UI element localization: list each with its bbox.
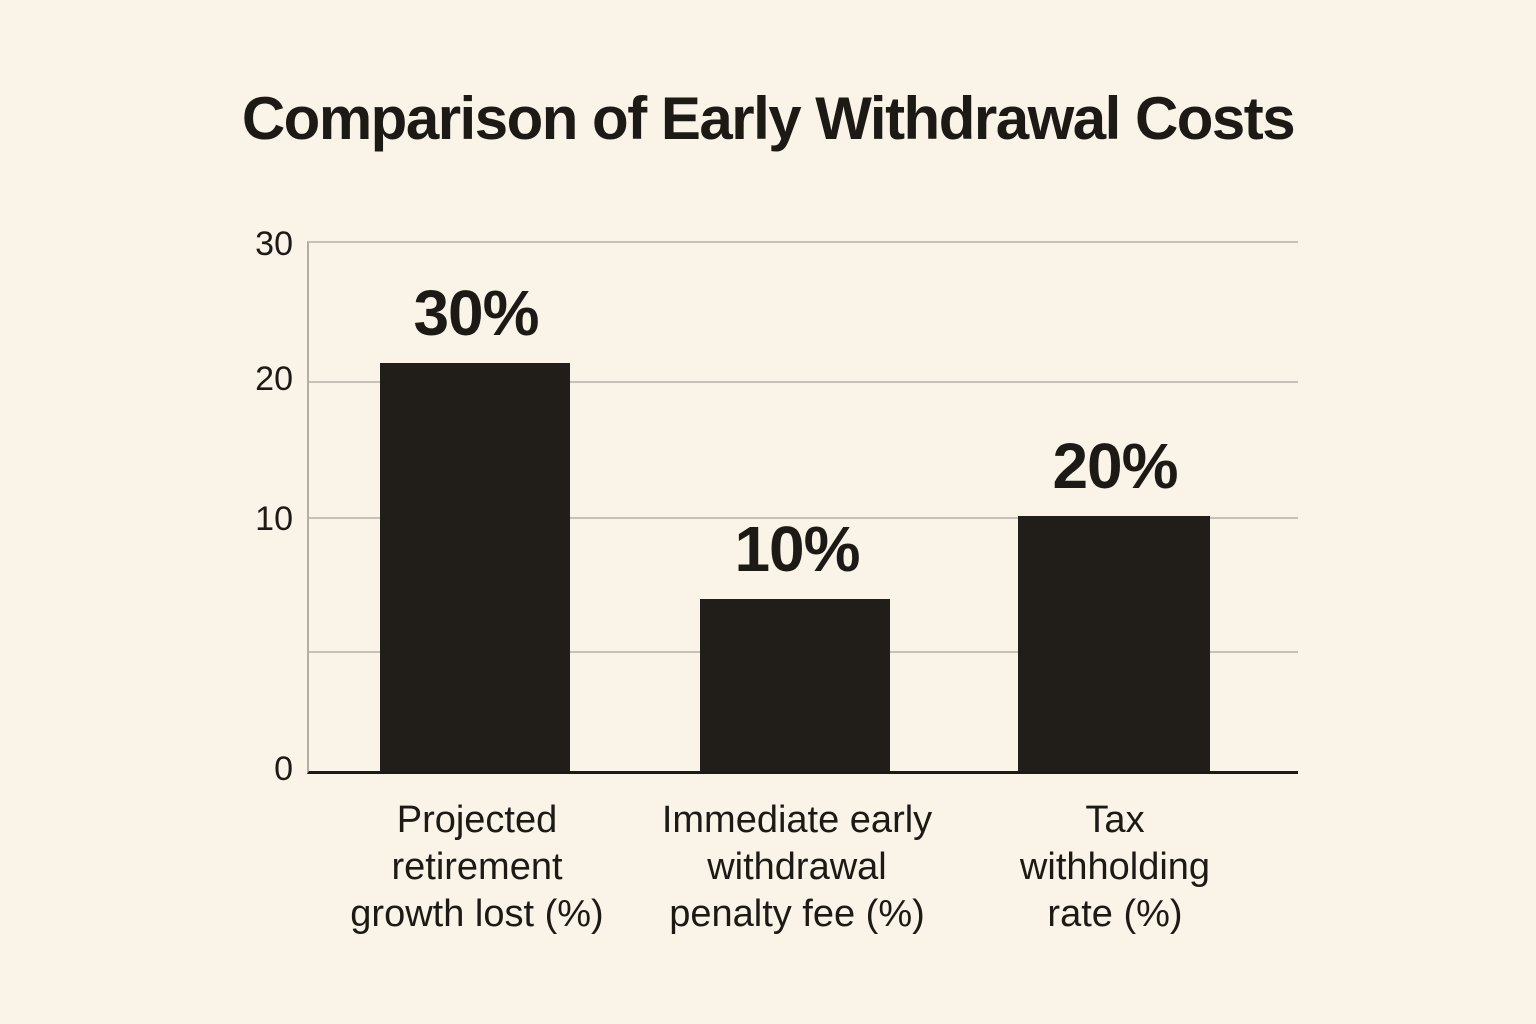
gridline-10 <box>309 517 1298 519</box>
data-label-projected-growth: 30% <box>413 277 539 349</box>
category-label-line: Immediate early <box>661 799 933 841</box>
category-label-line: withholding <box>1019 846 1211 888</box>
bar-tax-withholding-rate <box>1018 516 1210 771</box>
bar-immediate-early-withdrawal-penalty-fee <box>700 599 890 771</box>
category-label-tax-withholding: Tax withholding rate (%) <box>1020 797 1210 938</box>
category-label-penalty-fee: Immediate early withdrawal penalty fee (… <box>662 797 932 938</box>
y-tick-label-30: 30 <box>255 225 293 263</box>
category-label-line: rate (%) <box>1047 893 1183 935</box>
plot-area <box>307 241 1298 774</box>
gridline-20 <box>309 381 1298 383</box>
category-label-line: withdrawal <box>707 846 887 888</box>
category-label-line: retirement <box>391 846 563 888</box>
category-label-line: penalty fee (%) <box>669 893 925 935</box>
data-label-penalty-fee: 10% <box>734 513 860 585</box>
chart-title: Comparison of Early Withdrawal Costs <box>241 85 1296 152</box>
category-label-line: Tax <box>1085 799 1145 841</box>
category-label-projected-growth: Projected retirement growth lost (%) <box>350 797 603 938</box>
category-label-line: Projected <box>396 799 558 841</box>
category-label-line: growth lost (%) <box>350 893 604 935</box>
bar-projected-retirement-growth-lost <box>380 363 570 771</box>
y-tick-label-10: 10 <box>255 500 293 538</box>
data-label-tax-withholding: 20% <box>1052 430 1178 502</box>
y-tick-label-20: 20 <box>255 360 293 398</box>
y-tick-label-0: 0 <box>274 750 293 788</box>
